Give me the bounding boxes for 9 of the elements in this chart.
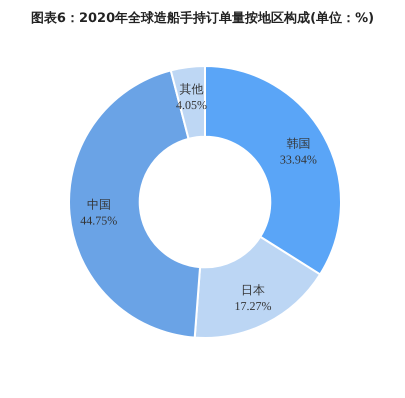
slice-label: 韩国	[286, 136, 310, 150]
slice-label: 日本	[240, 283, 265, 298]
slice-label: 其他	[179, 82, 204, 96]
slice-label: 中国	[86, 198, 111, 212]
data-label: 33.94%	[280, 152, 317, 166]
chart-title: 图表6：2020年全球造船手持订单量按地区构成(单位：%)	[30, 10, 374, 26]
data-label: 44.75%	[80, 214, 118, 228]
data-label: 17.27%	[234, 299, 272, 314]
data-label: 4.05%	[176, 98, 207, 112]
